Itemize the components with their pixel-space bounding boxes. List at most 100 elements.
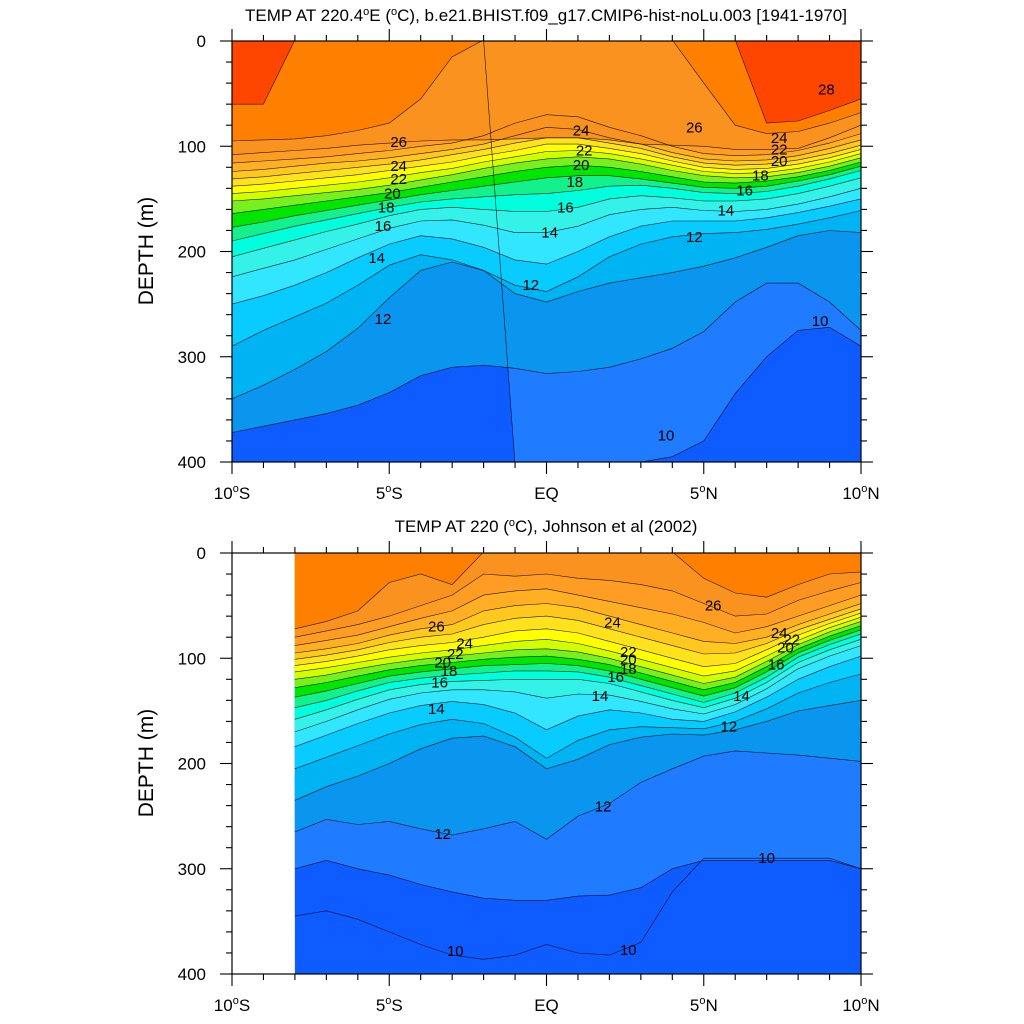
panel-top-y-axis-label: DEPTH (m) — [135, 197, 158, 306]
isotherm-14 — [232, 198, 861, 305]
isotherm-26 — [232, 124, 861, 155]
isotherm-20 — [232, 156, 861, 202]
isotherm-16 — [232, 177, 861, 258]
isotherm-17 — [232, 170, 861, 242]
panel-top-isotherms — [232, 41, 861, 462]
x-tick-label: 10oS — [214, 483, 250, 503]
contour-label: 10 — [658, 428, 675, 445]
contour-label: 20 — [620, 651, 637, 668]
panel-top: TEMP AT 220.4oE (oC), b.e21.BHIST.f09_g1… — [135, 6, 880, 503]
x-tick-label: EQ — [534, 996, 559, 1015]
isotherm-24 — [294, 603, 861, 654]
contour-label: 18 — [620, 661, 637, 678]
panel-top-fill — [232, 41, 861, 462]
isotherm-26 — [294, 573, 861, 638]
isotherm-11 — [294, 750, 861, 840]
isotherm-27 — [232, 41, 861, 142]
isotherm-25 — [294, 588, 861, 646]
contour-label: 22 — [771, 141, 788, 158]
contour-label: 16 — [557, 199, 574, 216]
contour-label: 20 — [434, 655, 451, 672]
y-tick-label: 0 — [197, 544, 206, 563]
contour-label: 16 — [607, 669, 624, 686]
panel-top-x-tick-labels: 10oS 5oS EQ 5oN 10oN — [214, 483, 880, 503]
y-tick-label: 0 — [197, 32, 206, 51]
panel-bottom-y-axis-label: DEPTH (m) — [135, 709, 158, 818]
contour-label: 14 — [733, 688, 750, 705]
contour-label: 16 — [736, 183, 753, 200]
panel-bottom-ticks — [220, 541, 873, 986]
contour-label: 12 — [434, 826, 451, 843]
isotherm-19 — [294, 625, 861, 691]
isotherm-24 — [232, 126, 861, 172]
contour-label: 18 — [378, 199, 395, 216]
isotherm-27 — [294, 553, 861, 630]
contour-label: 16 — [768, 657, 785, 674]
contour-label: 26 — [428, 619, 445, 636]
isotherm-16 — [294, 639, 861, 720]
y-tick-label: 100 — [178, 649, 206, 668]
isotherm-9 — [294, 857, 861, 960]
contour-label: 12 — [522, 277, 539, 294]
band-27 — [232, 41, 861, 141]
isotherm-14 — [294, 655, 861, 747]
contour-label: 28 — [818, 81, 835, 98]
isotherm-22 — [232, 143, 861, 187]
contour-label: 20 — [573, 157, 590, 174]
panel-bottom-title: TEMP AT 220 (oC), Johnson et al (2002) — [395, 517, 698, 536]
y-tick-label: 200 — [178, 755, 206, 774]
isotherm-25 — [232, 114, 861, 164]
contour-label: 24 — [390, 158, 407, 175]
contour-label: 24 — [771, 625, 788, 642]
isotherm-20 — [294, 621, 861, 684]
contour-label: 18 — [566, 174, 583, 191]
panel-bottom-x-tick-labels: 10oS 5oS EQ 5oN 10oN — [214, 995, 880, 1015]
contour-label: 22 — [390, 171, 407, 188]
contour-label: 14 — [541, 225, 558, 242]
contour-label: 22 — [447, 646, 464, 663]
x-tick-label: 5oN — [690, 995, 718, 1015]
contour-label: 10 — [812, 313, 829, 330]
contour-label: 20 — [771, 153, 788, 170]
contour-label: 24 — [771, 130, 788, 147]
panel-top-y-tick-labels: 0 100 200 300 400 — [178, 32, 206, 472]
contour-label: 24 — [456, 636, 473, 653]
x-tick-label: 5oS — [376, 483, 403, 503]
band-27 — [294, 553, 861, 629]
isotherm-18 — [294, 629, 861, 698]
y-tick-label: 300 — [178, 348, 206, 367]
isotherm-12 — [294, 700, 861, 801]
isotherm-13 — [232, 210, 861, 347]
contour-label: 14 — [717, 203, 734, 220]
y-tick-label: 100 — [178, 137, 206, 156]
isotherm-15 — [294, 645, 861, 733]
y-tick-label: 200 — [178, 243, 206, 262]
isotherm-19 — [232, 161, 861, 214]
contour-label: 10 — [620, 942, 637, 959]
y-tick-label: 400 — [178, 453, 206, 472]
isotherm-12 — [232, 230, 861, 400]
contour-label: 22 — [576, 143, 593, 160]
isotherm-15 — [232, 188, 861, 278]
contour-label: 26 — [686, 119, 703, 136]
isotherm-22 — [294, 612, 861, 668]
contour-label: 12 — [686, 229, 703, 246]
isotherm-10 — [294, 859, 861, 901]
contour-label: 16 — [375, 218, 392, 235]
contour-label: 10 — [758, 850, 775, 867]
contour-label: 14 — [592, 688, 609, 705]
contour-label: 12 — [595, 799, 612, 816]
contour-label: 16 — [431, 675, 448, 692]
x-tick-label: 10oN — [842, 995, 879, 1015]
y-tick-label: 400 — [178, 965, 206, 984]
contour-label: 10 — [447, 943, 464, 960]
contour-label: 24 — [604, 615, 621, 632]
contour-label: 12 — [721, 719, 738, 736]
panel-top-title: TEMP AT 220.4oE (oC), b.e21.BHIST.f09_g1… — [245, 6, 847, 25]
contour-label: 18 — [441, 663, 458, 680]
panel-top-ticks — [220, 29, 873, 474]
contour-label: 24 — [573, 123, 590, 140]
contour-label: 22 — [620, 644, 637, 661]
x-tick-label: EQ — [534, 484, 559, 503]
